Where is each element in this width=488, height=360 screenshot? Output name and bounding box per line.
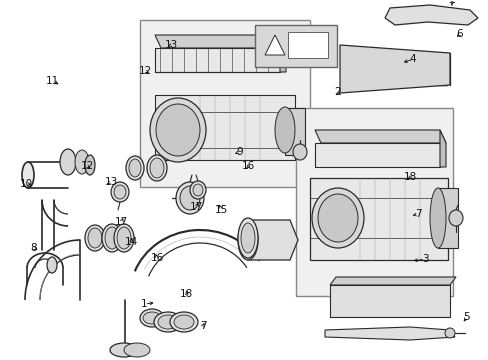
- Text: 18: 18: [403, 172, 417, 182]
- Text: 12: 12: [139, 66, 152, 76]
- Bar: [295, 108, 452, 296]
- Polygon shape: [437, 188, 457, 248]
- Ellipse shape: [47, 257, 57, 273]
- Polygon shape: [439, 130, 445, 167]
- Ellipse shape: [174, 315, 194, 329]
- Text: 16: 16: [241, 161, 255, 171]
- Text: 11: 11: [46, 76, 60, 86]
- Ellipse shape: [190, 181, 205, 199]
- Polygon shape: [339, 45, 449, 93]
- Bar: [254, 25, 336, 67]
- Text: 7: 7: [414, 209, 421, 219]
- Text: 13: 13: [104, 177, 118, 187]
- Text: 18: 18: [180, 289, 193, 300]
- Ellipse shape: [150, 158, 163, 178]
- Ellipse shape: [22, 162, 34, 188]
- Bar: [140, 20, 309, 187]
- Text: 4: 4: [409, 54, 416, 64]
- Ellipse shape: [180, 186, 200, 210]
- Text: 2: 2: [333, 87, 340, 97]
- Ellipse shape: [126, 156, 143, 180]
- Polygon shape: [325, 327, 454, 340]
- Polygon shape: [285, 108, 305, 155]
- Ellipse shape: [102, 224, 122, 252]
- Ellipse shape: [444, 328, 454, 338]
- Text: 7: 7: [199, 321, 206, 331]
- Text: 12: 12: [80, 161, 94, 171]
- Polygon shape: [329, 285, 449, 317]
- Ellipse shape: [158, 315, 178, 329]
- Polygon shape: [264, 35, 285, 55]
- Ellipse shape: [241, 223, 254, 253]
- Ellipse shape: [124, 343, 150, 357]
- Text: 5: 5: [463, 312, 469, 322]
- Ellipse shape: [150, 98, 205, 162]
- Text: 15: 15: [214, 204, 227, 215]
- Text: 3: 3: [421, 254, 428, 264]
- Ellipse shape: [114, 224, 134, 252]
- Ellipse shape: [292, 144, 306, 160]
- Ellipse shape: [110, 343, 138, 357]
- Polygon shape: [155, 48, 280, 72]
- Ellipse shape: [238, 218, 258, 258]
- Text: 17: 17: [189, 202, 203, 212]
- Ellipse shape: [176, 182, 203, 214]
- Polygon shape: [155, 35, 285, 48]
- Text: 9: 9: [236, 147, 243, 157]
- Ellipse shape: [111, 182, 129, 202]
- Text: 8: 8: [30, 243, 37, 253]
- Text: 14: 14: [124, 237, 138, 247]
- Ellipse shape: [311, 188, 363, 248]
- Polygon shape: [240, 220, 297, 260]
- Polygon shape: [309, 178, 447, 260]
- Bar: [287, 32, 327, 58]
- Text: 16: 16: [150, 253, 164, 264]
- Text: 13: 13: [164, 40, 178, 50]
- Ellipse shape: [147, 155, 167, 181]
- Text: 1: 1: [141, 299, 147, 309]
- Ellipse shape: [156, 104, 200, 156]
- Ellipse shape: [105, 227, 119, 249]
- Ellipse shape: [85, 225, 105, 251]
- Ellipse shape: [274, 107, 294, 153]
- Ellipse shape: [170, 312, 198, 332]
- Ellipse shape: [238, 220, 258, 260]
- Text: 10: 10: [20, 179, 32, 189]
- Ellipse shape: [448, 210, 462, 226]
- Ellipse shape: [429, 188, 445, 248]
- Ellipse shape: [317, 194, 357, 242]
- Ellipse shape: [140, 309, 163, 327]
- Ellipse shape: [193, 184, 203, 196]
- Ellipse shape: [154, 312, 182, 332]
- Ellipse shape: [75, 150, 89, 174]
- Ellipse shape: [60, 149, 76, 175]
- Ellipse shape: [117, 227, 131, 249]
- Polygon shape: [155, 95, 294, 160]
- Text: 6: 6: [455, 29, 462, 39]
- Ellipse shape: [85, 155, 95, 175]
- Ellipse shape: [129, 159, 141, 177]
- Polygon shape: [314, 130, 445, 143]
- Text: 17: 17: [114, 217, 128, 228]
- Ellipse shape: [114, 185, 126, 199]
- Ellipse shape: [142, 312, 161, 324]
- Polygon shape: [329, 277, 455, 285]
- Polygon shape: [384, 5, 477, 25]
- Polygon shape: [314, 143, 439, 167]
- Polygon shape: [280, 35, 285, 72]
- Ellipse shape: [88, 228, 102, 248]
